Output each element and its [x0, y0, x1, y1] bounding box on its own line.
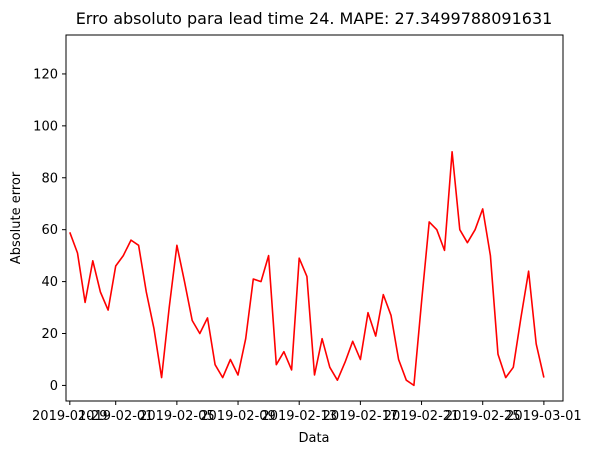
x-tick-label: 2019-02-13: [261, 409, 337, 424]
x-tick-label: 2019-02-05: [139, 409, 215, 424]
y-tick-label: 20: [41, 327, 58, 342]
y-axis-label: Absolute error: [9, 171, 24, 264]
x-tick-label: 2019-01-29: [32, 409, 108, 424]
x-tick-label: 2019-02-01: [78, 409, 154, 424]
chart-title: Erro absoluto para lead time 24. MAPE: 2…: [76, 9, 553, 28]
x-tick-label: 2019-02-25: [445, 409, 521, 424]
x-tick-label: 2019-02-21: [384, 409, 460, 424]
y-tick-label: 80: [41, 171, 58, 186]
plot-area: [69, 151, 545, 387]
y-tick-label: 100: [33, 119, 58, 134]
series-line-0: [69, 151, 545, 387]
x-tick-label: 2019-02-09: [200, 409, 276, 424]
y-axis-ticks: 0 20 40 60 80 100 120: [33, 67, 66, 394]
axes-frame: [65, 34, 564, 402]
x-axis-label: Data: [298, 431, 329, 446]
y-tick-label: 40: [41, 275, 58, 290]
y-tick-label: 0: [50, 379, 58, 394]
x-axis-ticks: 2019-01-292019-02-012019-02-052019-02-09…: [32, 401, 582, 424]
y-tick-label: 120: [33, 67, 58, 82]
y-tick-label: 60: [41, 223, 58, 238]
x-tick-label: 2019-03-01: [506, 409, 582, 424]
x-tick-label: 2019-02-17: [323, 409, 399, 424]
